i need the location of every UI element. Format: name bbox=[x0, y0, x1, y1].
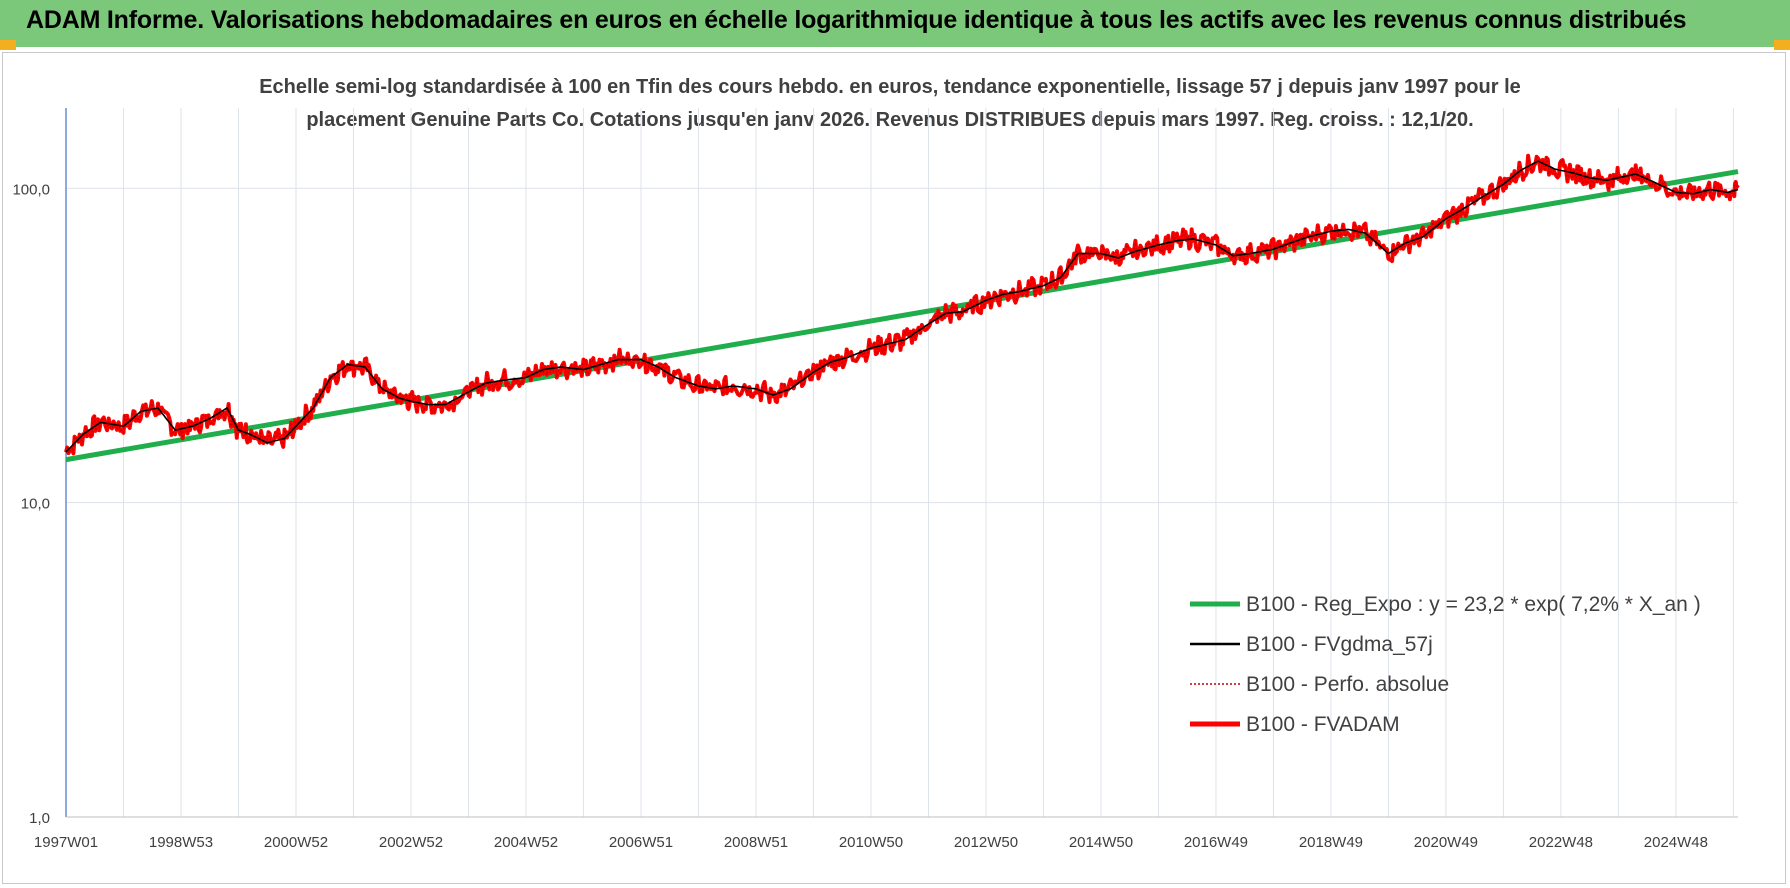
y-tick-label: 100,0 bbox=[12, 181, 50, 198]
x-tick-label: 2008W51 bbox=[724, 834, 788, 851]
legend-label: B100 - FVADAM bbox=[1246, 713, 1400, 736]
x-tick-label: 2020W49 bbox=[1414, 834, 1478, 851]
axes: 1,0 10,0 100,0 1997W01 1998W53 2000W52 2002W52… bbox=[12, 108, 1738, 851]
x-tick-label: 2012W50 bbox=[954, 834, 1018, 851]
x-tick-label: 2024W48 bbox=[1644, 834, 1708, 851]
x-tick-label: 2022W48 bbox=[1529, 834, 1593, 851]
legend-label: B100 - Reg_Expo : y = 23,2 * exp( 7,2% *… bbox=[1246, 593, 1701, 616]
x-tick-label: 2014W50 bbox=[1069, 834, 1133, 851]
series-reg-expo-line bbox=[65, 169, 1739, 463]
corner-marker bbox=[1774, 40, 1790, 50]
legend-label: B100 - Perfo. absolue bbox=[1246, 673, 1449, 696]
title-banner: ADAM Informe. Valorisations hebdomadaire… bbox=[0, 0, 1790, 47]
chart-title-line-1: Echelle semi-log standardisée à 100 en T… bbox=[259, 76, 1521, 98]
x-tick-label: 2006W51 bbox=[609, 834, 673, 851]
corner-marker bbox=[0, 40, 16, 50]
x-tick-label: 2018W49 bbox=[1299, 834, 1363, 851]
x-tick-label: 2000W52 bbox=[264, 834, 328, 851]
series-fvgdma-line bbox=[65, 160, 1739, 453]
x-tick-label: 2016W49 bbox=[1184, 834, 1248, 851]
chart-frame bbox=[2, 52, 1786, 884]
x-tick-label: 1998W53 bbox=[149, 834, 213, 851]
x-tick-label: 2004W52 bbox=[494, 834, 558, 851]
legend: B100 - Reg_Expo : y = 23,2 * exp( 7,2% *… bbox=[1190, 593, 1701, 736]
chart-title-line-2: placement Genuine Parts Co. Cotations ju… bbox=[306, 109, 1474, 131]
x-tick-label: 1997W01 bbox=[34, 834, 98, 851]
page-title: ADAM Informe. Valorisations hebdomadaire… bbox=[26, 6, 1687, 34]
x-tick-label: 2010W50 bbox=[839, 834, 903, 851]
x-tick-label: 2002W52 bbox=[379, 834, 443, 851]
legend-label: B100 - FVgdma_57j bbox=[1246, 633, 1433, 656]
grid-lines bbox=[65, 108, 1738, 818]
y-tick-label: 1,0 bbox=[29, 810, 50, 827]
y-tick-label: 10,0 bbox=[21, 496, 50, 513]
series-fvadam-line bbox=[64, 153, 1740, 456]
series-perfo-absolue-line bbox=[65, 155, 1739, 455]
series-group bbox=[64, 153, 1740, 463]
